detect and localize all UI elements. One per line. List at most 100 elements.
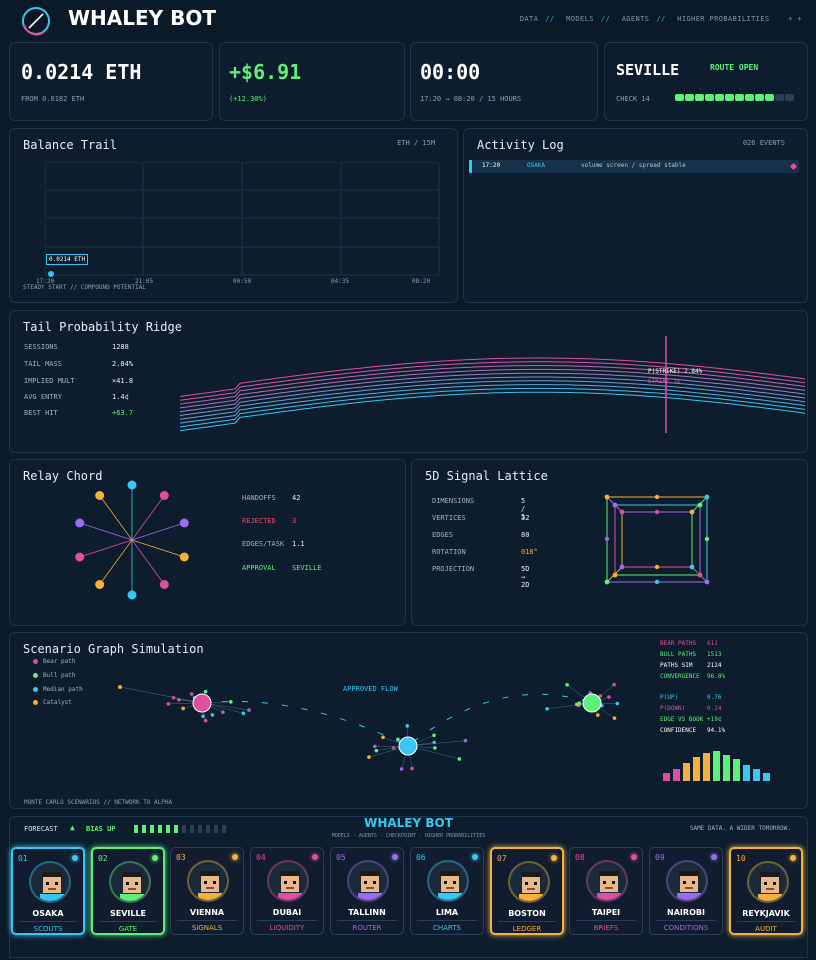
lattice-vertex xyxy=(654,494,660,500)
avatar-icon xyxy=(40,872,64,901)
agent-number: 01 xyxy=(18,854,28,863)
lattice-vertex xyxy=(619,564,625,570)
agent-role: BRIEFS xyxy=(593,924,619,932)
scenario-node xyxy=(612,716,617,720)
scenario-hub[interactable] xyxy=(398,736,418,756)
timer-sub: 17:20 → 08:20 / 15 HOURS xyxy=(420,95,522,103)
agent-card-dubai[interactable]: 04 DUBAI LIQUIDITY xyxy=(250,847,324,935)
nav-models[interactable]: MODELS xyxy=(566,15,594,23)
agent-role: SIGNALS xyxy=(191,924,223,932)
bias-segment xyxy=(214,825,218,833)
nav-extra[interactable]: + + xyxy=(788,15,802,23)
chord-node xyxy=(75,518,85,528)
chord-node xyxy=(179,552,189,562)
lattice-vertex xyxy=(697,502,703,508)
ridge-stat-avg-entry: AVG ENTRY 1.4¢ xyxy=(24,393,129,401)
footer-tagline: SAME DATA. A WIDER TOMORROW. xyxy=(689,825,791,832)
agent-name: NAIROBI xyxy=(667,908,705,917)
histogram-bar xyxy=(713,751,720,781)
agent-number: 02 xyxy=(98,854,108,863)
scenario-graph xyxy=(118,682,620,771)
nav-higher-probabilities[interactable]: HIGHER PROBABILITIES xyxy=(677,15,770,23)
scenario-node xyxy=(181,706,185,711)
chord-edge xyxy=(131,539,165,585)
route-progress xyxy=(675,94,795,102)
scenario-node xyxy=(221,710,225,714)
agent-card-vienna[interactable]: 03 VIENNA SIGNALS xyxy=(170,847,244,935)
ridge-line xyxy=(179,391,805,432)
ridge-stat-implied-mult: IMPLIED MULT ×41.8 xyxy=(24,377,134,385)
agent-number: 09 xyxy=(655,853,665,862)
agent-card-nairobi[interactable]: 09 NAIROBI CONDITIONS xyxy=(649,847,723,935)
scenario-node xyxy=(241,711,246,716)
scenario-node xyxy=(247,708,251,712)
agent-divider xyxy=(177,920,237,921)
agent-number: 05 xyxy=(336,853,346,862)
lattice-vertex xyxy=(704,579,710,585)
agent-divider xyxy=(337,920,397,921)
agent-role: GATE xyxy=(118,925,138,933)
bias-segment xyxy=(142,825,146,833)
chord-edge xyxy=(131,539,185,558)
agent-card-tallinn[interactable]: 05 TALLINN ROUTER xyxy=(330,847,404,935)
agent-avatar xyxy=(508,861,550,903)
balance-trail-footer: STEADY START // COMPOUND POTENTIAL xyxy=(23,284,146,291)
confidence-histogram xyxy=(663,751,770,781)
agent-card-taipei[interactable]: 08 TAIPEI BRIEFS xyxy=(569,847,643,935)
histogram-bar xyxy=(703,753,710,781)
scenario-node xyxy=(203,689,208,694)
scenario-node xyxy=(189,692,194,696)
tick-2: 00:50 xyxy=(233,278,252,285)
lattice-vertex xyxy=(689,564,695,570)
agent-avatar xyxy=(666,860,708,902)
tick-1: 21:05 xyxy=(135,278,154,285)
agent-avatar xyxy=(29,861,71,903)
scenario-edge xyxy=(407,740,466,747)
balance-card: 0.0214 ETH FROM 0.0182 ETH xyxy=(9,42,213,121)
nav-agents[interactable]: AGENTS xyxy=(621,15,650,23)
agent-name: SEVILLE xyxy=(109,909,147,918)
agent-card-osaka[interactable]: 01 OSAKA SCOUTS xyxy=(11,847,85,935)
scenario-node xyxy=(410,766,414,771)
agent-number: 03 xyxy=(176,853,186,862)
agent-status-dot-icon xyxy=(152,855,158,861)
scenario-node xyxy=(615,701,620,706)
agent-avatar xyxy=(187,860,229,902)
scenario-node xyxy=(210,713,215,717)
agent-role: AUDIT xyxy=(755,925,777,933)
tick-4: 08:20 xyxy=(412,278,431,285)
agent-card-reykjavik[interactable]: 10 REYKJAVIK AUDIT xyxy=(729,847,803,935)
avatar-icon xyxy=(198,871,222,900)
agent-divider xyxy=(656,920,716,921)
scenario-node xyxy=(596,713,600,717)
balance-trail-grid xyxy=(45,162,440,277)
ridge-line xyxy=(179,372,805,413)
route-progress-segment xyxy=(715,94,724,101)
route-progress-segment xyxy=(675,94,684,101)
route-progress-segment xyxy=(765,94,774,101)
relay-chord-graph xyxy=(75,480,189,600)
scenario-node xyxy=(457,757,462,761)
agent-name: BOSTON xyxy=(508,909,546,918)
log-entry[interactable]: 17:20 OSAKA volume screen / spread stabl… xyxy=(469,160,799,173)
chord-node xyxy=(95,579,105,589)
up-triangle-icon: ▲ xyxy=(70,823,75,832)
nav-data[interactable]: DATA xyxy=(519,15,539,23)
agent-divider xyxy=(576,920,636,921)
agent-card-seville[interactable]: 02 SEVILLE GATE xyxy=(91,847,165,935)
chord-node xyxy=(95,491,105,501)
forecast-label: FORECAST xyxy=(24,825,58,833)
lattice-stat-edges: EDGES 80 xyxy=(432,531,530,539)
lattice-title: 5D Signal Lattice xyxy=(425,469,548,483)
chord-edge xyxy=(79,522,133,541)
scenario-hub[interactable] xyxy=(192,693,212,713)
chord-edge xyxy=(131,495,165,541)
agent-card-boston[interactable]: 07 BOSTON LEDGER xyxy=(490,847,564,935)
scenario-node xyxy=(372,744,377,749)
bias-segment xyxy=(158,825,162,833)
agent-status-dot-icon xyxy=(392,854,398,860)
scenario-hub[interactable] xyxy=(582,693,602,713)
agent-name: TAIPEI xyxy=(591,908,621,917)
ridge-stat-sessions: SESSIONS 1288 xyxy=(24,343,129,351)
agent-card-lima[interactable]: 06 LIMA CHARTS xyxy=(410,847,484,935)
